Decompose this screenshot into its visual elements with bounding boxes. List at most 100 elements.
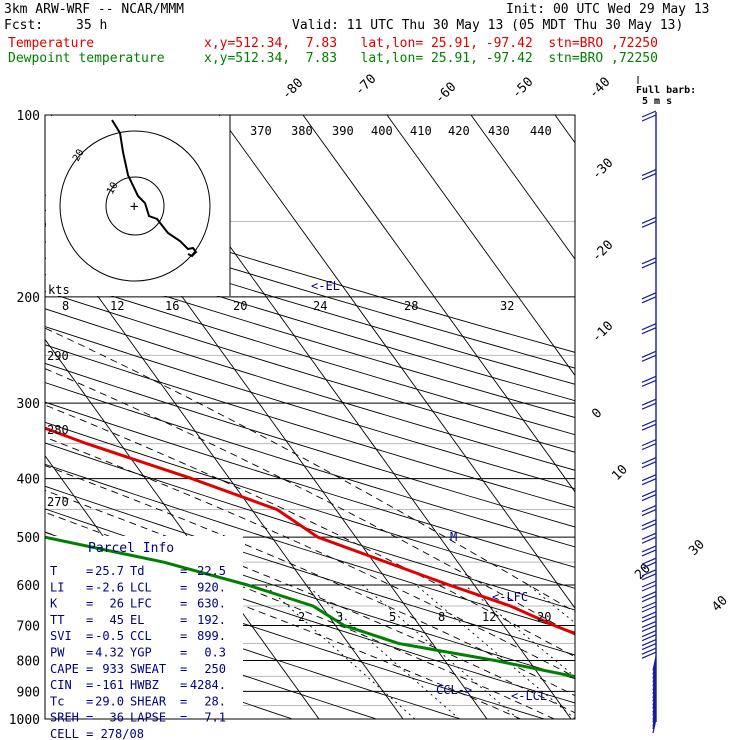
forecast-hours: 35 h [76, 18, 108, 33]
hodograph-speed-unit: kts [48, 283, 70, 297]
wind-barb-stroke [641, 591, 657, 599]
parcel-equals: = [180, 694, 187, 708]
dry-adiabat-450 [45, 225, 575, 385]
parcel-value: 899. [197, 629, 226, 643]
parcel-key: SHEAR [130, 694, 167, 708]
dewpoint-profile [45, 535, 575, 679]
wind-barb [641, 375, 657, 387]
isotherm-label: -10 [589, 319, 616, 346]
wind-barb-stroke [641, 595, 657, 603]
wind-barb-stroke [641, 584, 657, 592]
pressure-label: 700 [17, 619, 40, 634]
wind-barb-stroke [641, 216, 657, 224]
mixing-ratio-label: 8 [438, 610, 445, 624]
legend-temperature-name: Temperature [8, 36, 95, 51]
isotherm-label: 10 [609, 462, 631, 484]
pressure-label: 100 [17, 109, 40, 124]
wind-barb-stroke [641, 489, 657, 498]
parcel-equals: = [86, 678, 93, 692]
wind-barb-stroke [641, 624, 657, 632]
isotherm-label: -60 [432, 80, 459, 107]
parcel-value: 250 [204, 662, 226, 676]
pressure-label: 200 [17, 291, 40, 306]
wind-barb [641, 457, 657, 469]
parcel-value: 36 [110, 711, 124, 725]
wind-barb-stroke [641, 634, 657, 642]
isotherm--20 [45, 338, 320, 719]
wind-barb-stroke [652, 683, 657, 699]
parcel-value: 7.1 [204, 711, 226, 725]
wind-barb [641, 292, 657, 304]
hodograph-scale-label: 8 [62, 299, 69, 313]
wind-barb-stroke [641, 423, 657, 431]
pressure-label: 800 [17, 654, 40, 669]
dry-adiabat-320 [45, 463, 575, 633]
parcel-equals: = [86, 711, 93, 725]
isotherm-label: 0 [589, 406, 605, 422]
parcel-key: SVI [50, 629, 72, 643]
isotherm-40 [386, 115, 575, 377]
wind-barb-stroke [641, 504, 657, 513]
parcel-equals: = [180, 662, 187, 676]
plot-frame [44, 114, 576, 720]
wind-barb-stroke [641, 573, 657, 581]
wind-barb-stroke [641, 168, 657, 177]
wind-barb-stroke [652, 668, 657, 683]
isotherm-label: -70 [352, 72, 379, 99]
wind-barb-stroke [652, 660, 657, 675]
wind-barb-stroke [641, 296, 657, 304]
parcel-key: LAPSE [130, 711, 166, 725]
parcel-value: 920. [197, 580, 226, 594]
wind-barb [641, 216, 657, 228]
parcel-key: CAPE [50, 662, 79, 676]
wind-barb [641, 557, 657, 569]
dry-adiabat-label: 410 [410, 124, 432, 138]
wind-barb [641, 591, 657, 603]
wind-barb [641, 601, 657, 613]
wind-barb [652, 672, 657, 691]
wind-barb-stroke [641, 549, 657, 557]
dry-adiabat-label: 400 [371, 124, 393, 138]
wind-barb-stroke [641, 601, 657, 609]
dry-adiabat-400 [45, 308, 575, 471]
wind-barb [641, 611, 657, 623]
legend-temperature-info: x,y=512.34, 7.83 lat,lon= 25.91, -97.42 … [204, 36, 658, 51]
dry-adiabat-260 [45, 606, 377, 719]
isotherm-label: -50 [509, 75, 536, 102]
wind-barb-stroke [641, 439, 657, 447]
wind-barb-stroke [641, 605, 657, 613]
dry-adiabat-420 [45, 274, 575, 436]
dry-adiabat-270 [45, 580, 461, 719]
parcel-info-panel [45, 536, 243, 719]
parcel-key: T [50, 564, 57, 578]
wind-barb-stroke [641, 519, 657, 527]
wind-barb-stroke [641, 402, 657, 410]
wind-barb-stroke [652, 691, 657, 706]
wind-barb-stroke [641, 443, 657, 451]
parcel-equals: = [180, 613, 187, 627]
moist-adiabat-32 [45, 327, 575, 613]
wind-barb-stroke [652, 701, 657, 716]
parcel-info-title: Parcel Info [88, 541, 174, 556]
wind-barb-stroke [652, 708, 657, 723]
dry-adiabat-label: 390 [332, 124, 354, 138]
parcel-value: 25.7 [95, 564, 124, 578]
isotherm-50 [470, 115, 575, 260]
dry-adiabat-410 [45, 290, 575, 453]
pressure-label: 600 [17, 579, 40, 594]
el-marker: <-EL [311, 279, 340, 293]
wind-barb [641, 620, 657, 632]
wind-barb [641, 257, 657, 269]
wind-barb-stroke [641, 419, 657, 427]
dry-adiabat-label: 380 [291, 124, 313, 138]
wind-barb [652, 714, 657, 734]
dry-adiabat-380 [45, 344, 575, 509]
wind-barb [652, 687, 657, 706]
dry-adiabat-390 [45, 326, 575, 490]
wind-barb-stroke [641, 220, 657, 228]
dry-adiabat-330 [45, 442, 575, 611]
wind-barb [641, 323, 657, 335]
isotherm-label: -20 [589, 238, 616, 265]
wind-barb-stroke [641, 638, 657, 647]
parcel-equals: = [86, 629, 93, 643]
